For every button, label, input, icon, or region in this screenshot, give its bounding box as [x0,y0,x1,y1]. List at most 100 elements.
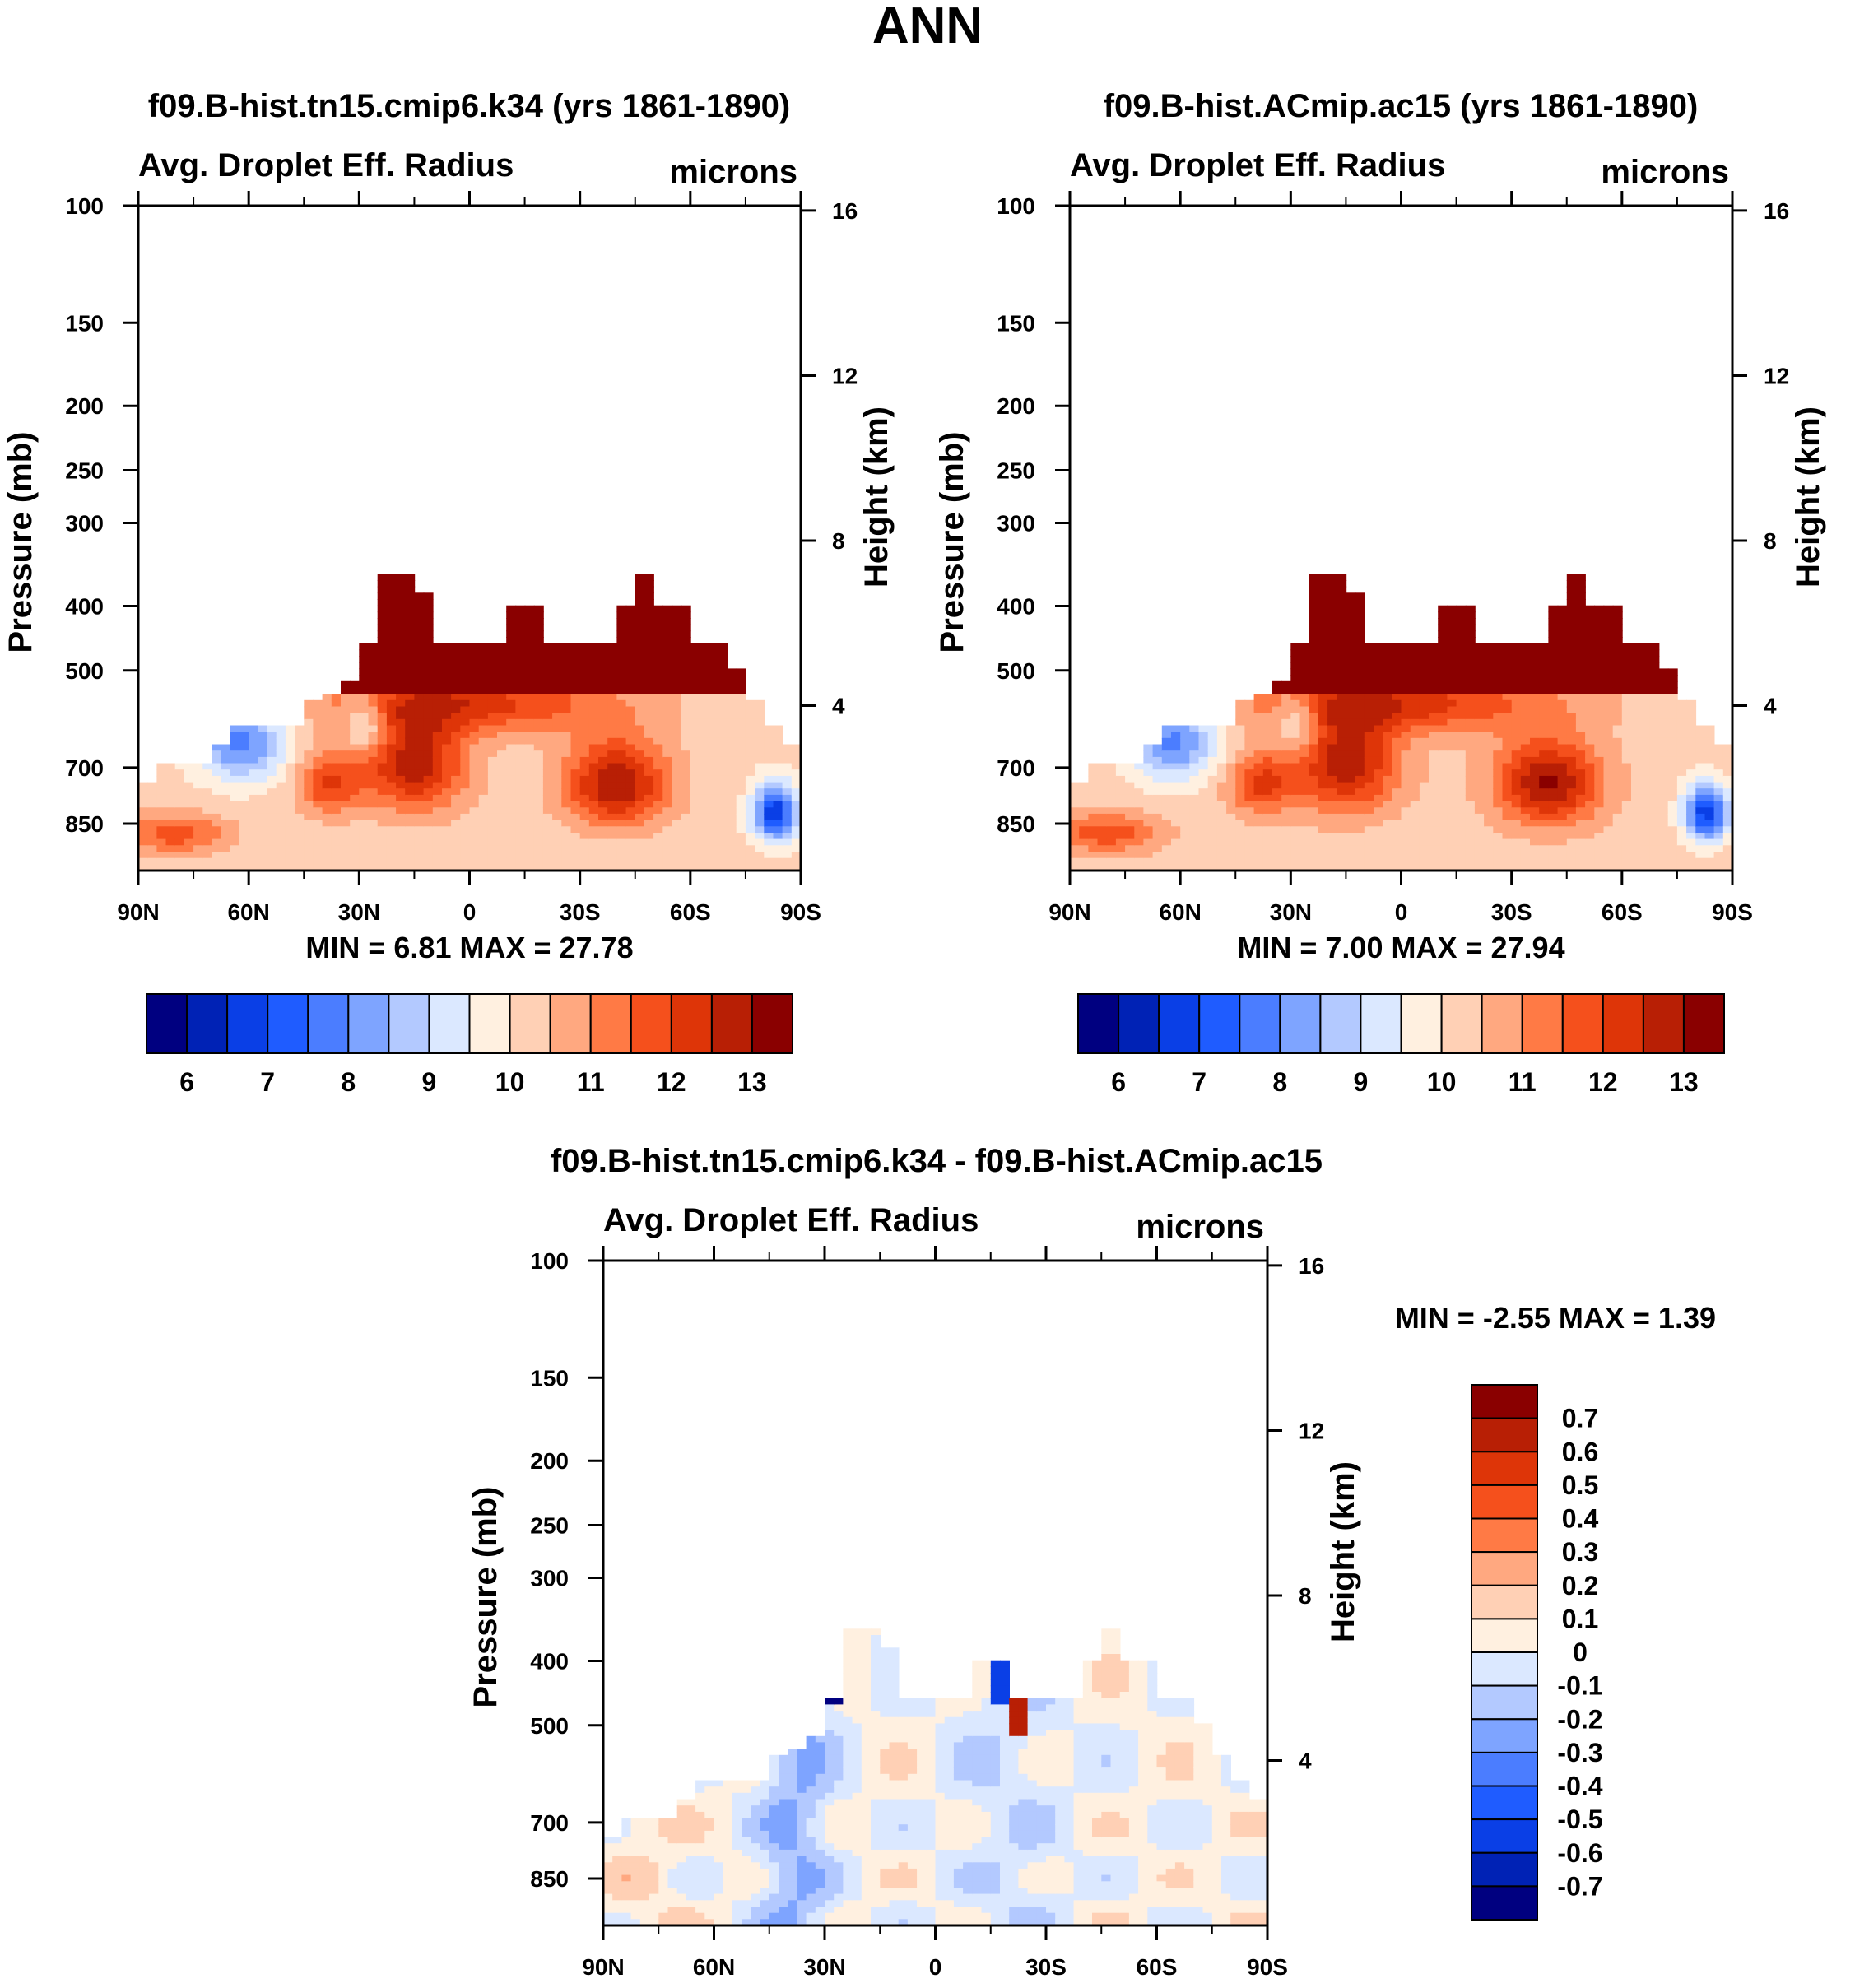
field-cell [1704,801,1715,809]
field-cell [1493,732,1504,739]
field-cell [1318,775,1328,783]
field-cell [396,775,407,783]
field-cell [1585,611,1596,619]
field-cell [616,801,627,809]
field-cell [791,864,802,871]
field-cell [695,1792,706,1800]
field-cell [635,750,645,758]
field-cell [1364,713,1374,720]
field-cell [1401,744,1411,751]
field-cell [1299,732,1310,739]
field-cell [1244,737,1255,746]
field-cell [304,782,314,790]
field-cell [1410,820,1420,828]
field-cell [1585,699,1596,708]
field-cell [1281,838,1292,847]
field-cell [396,605,407,613]
field-cell [1585,725,1596,732]
field-cell [533,725,544,732]
field-cell [1272,718,1282,727]
field-cell [1603,687,1614,694]
field-cell [165,864,176,871]
field-cell [147,838,158,847]
field-cell [1309,630,1319,638]
field-cell [1309,687,1319,694]
field-cell [625,838,636,847]
field-cell [579,794,590,802]
field-cell [745,699,755,708]
field-cell [497,643,507,651]
field-cell [1364,763,1374,770]
field-cell [1364,732,1374,739]
field-cell [487,713,498,720]
field-cell [1704,794,1715,802]
field-cell [249,782,259,790]
field-cell [405,820,416,828]
field-cell [1309,838,1319,847]
field-cell [1713,838,1724,847]
field-cell [570,826,581,834]
field-cell [1180,725,1191,732]
field-cell [1364,643,1374,651]
field-cell [1612,788,1623,796]
field-cell [709,643,719,651]
field-cell [1337,680,1347,689]
field-cell [1438,694,1448,701]
field-cell [658,1888,669,1895]
field-cell [649,1824,659,1832]
field-cell [1125,820,1136,828]
field-cell [1383,794,1393,802]
y-right-tick-label: 8 [1764,528,1777,554]
field-cell [1392,725,1402,732]
field-cell [1429,864,1439,871]
field-cell [1226,826,1237,834]
field-cell [1355,611,1365,619]
field-cell [1640,687,1651,694]
field-cell [460,649,471,657]
field-cell [727,794,737,802]
field-cell [1244,763,1255,770]
field-cell [588,852,599,859]
field-cell [727,680,737,689]
field-cell [552,769,563,777]
field-cell [700,737,709,746]
field-cell [1658,769,1669,777]
field-cell [1695,801,1706,809]
field-cell [718,649,728,657]
field-cell [156,845,167,852]
min-label: MIN = [305,931,393,964]
field-cell [782,794,793,802]
field-cell [1180,794,1191,802]
field-cell [1070,813,1080,821]
field-cell [478,656,489,663]
field-cell [524,769,535,777]
field-cell [1235,788,1246,796]
field-cell [341,750,351,758]
field-cell [414,687,425,694]
field-cell [1318,725,1328,732]
field-cell [1364,675,1374,682]
field-cell [423,637,434,644]
field-cell [515,857,526,866]
field-cell [745,833,755,840]
field-cell [414,769,425,777]
field-cell [423,687,434,694]
field-cell [1309,675,1319,682]
field-cell [1713,813,1724,821]
field-cell [552,656,563,663]
field-cell [1493,838,1504,847]
field-cell [542,845,553,852]
field-cell [221,838,231,847]
field-cell [662,694,673,701]
field-cell [1429,706,1439,713]
field-cell [285,801,295,809]
field-cell [1667,680,1678,689]
field-cell [1171,769,1181,777]
field-cell [1327,630,1338,638]
field-cell [249,845,259,852]
field-cell [1520,732,1531,739]
field-cell [1447,801,1458,809]
field-cell [285,820,295,828]
field-cell [644,732,654,739]
field-cell [1557,611,1568,619]
